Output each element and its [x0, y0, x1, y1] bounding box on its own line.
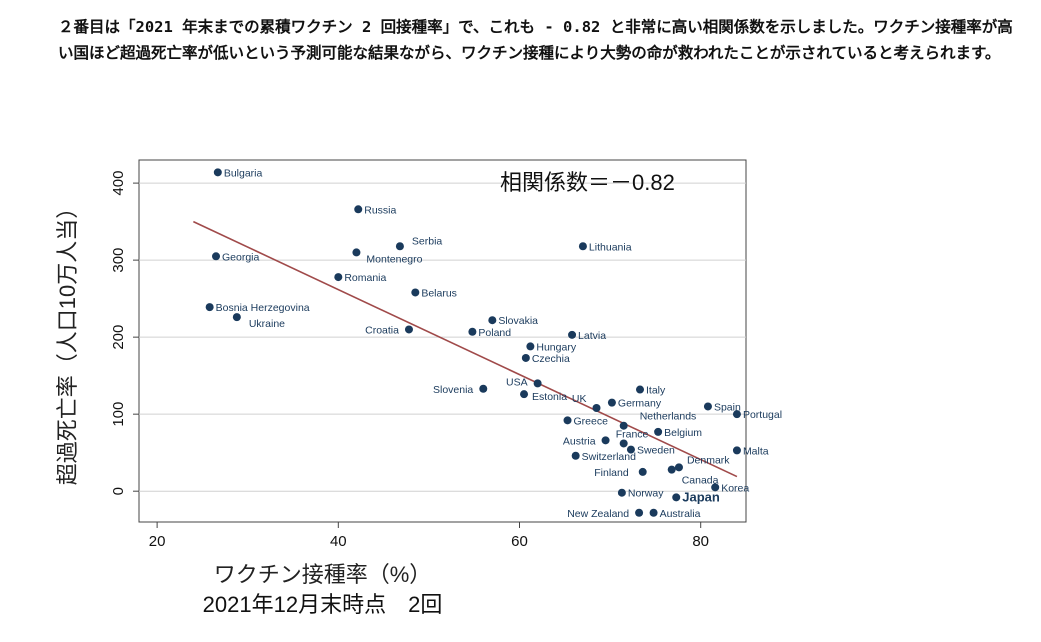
- data-point: [354, 205, 363, 214]
- x-tick-label: 80: [692, 533, 709, 550]
- data-point: [635, 508, 644, 517]
- data-point: [732, 446, 741, 455]
- point-label: Czechia: [532, 353, 570, 365]
- point-label: Bosnia Herzegovina: [216, 302, 310, 314]
- y-tick-label: 300: [110, 248, 127, 273]
- point-label: New Zealand: [567, 508, 629, 520]
- data-point: [468, 327, 477, 336]
- data-point: [568, 330, 577, 339]
- data-point: [607, 398, 616, 407]
- x-tick-label: 40: [330, 533, 347, 550]
- point-label: Montenegro: [366, 253, 422, 265]
- data-point: [571, 451, 580, 460]
- point-label: Ukraine: [249, 318, 285, 330]
- point-label: Japan: [682, 489, 720, 504]
- x-axis-subtitle: 2021年12月末時点 2回: [203, 592, 443, 617]
- data-point: [703, 402, 712, 411]
- y-tick-label: 400: [110, 171, 127, 196]
- data-point: [213, 168, 222, 177]
- y-tick-label: 100: [110, 402, 127, 427]
- point-label: Italy: [646, 385, 666, 397]
- point-label: Switzerland: [582, 451, 636, 463]
- data-point: [488, 316, 497, 325]
- x-tick-label: 60: [511, 533, 528, 550]
- data-point: [674, 463, 683, 472]
- point-label: Estonia: [532, 391, 567, 403]
- point-label: Georgia: [222, 251, 260, 263]
- data-point: [526, 342, 535, 351]
- point-label: Germany: [618, 398, 662, 410]
- point-label: Denmark: [687, 454, 730, 466]
- correlation-annotation: 相関係数＝－0.82: [500, 170, 675, 195]
- data-point: [592, 404, 601, 413]
- y-tick-label: 0: [110, 487, 127, 495]
- y-tick-label: 200: [110, 325, 127, 350]
- data-point: [711, 483, 720, 492]
- data-point: [649, 508, 658, 517]
- data-point: [638, 467, 647, 476]
- point-label: USA: [506, 376, 528, 388]
- data-point: [626, 445, 635, 454]
- paragraph-text: ２番目は「2021 年末までの累積ワクチン 2 回接種率」で、これも - 0.8…: [58, 18, 1013, 62]
- point-label: Portugal: [743, 409, 782, 421]
- data-point: [654, 427, 663, 436]
- point-label: Bulgaria: [224, 167, 263, 179]
- point-label: Greece: [574, 415, 609, 427]
- data-point: [619, 421, 628, 430]
- data-point: [619, 439, 628, 448]
- data-point: [563, 416, 572, 425]
- data-point: [521, 353, 530, 362]
- data-point: [672, 493, 681, 502]
- x-axis-title: ワクチン接種率（%）: [214, 562, 432, 587]
- point-label: Lithuania: [589, 241, 632, 253]
- point-label: Korea: [721, 482, 749, 494]
- data-point: [232, 313, 241, 322]
- description-paragraph: ２番目は「2021 年末までの累積ワクチン 2 回接種率」で、これも - 0.8…: [58, 14, 1028, 66]
- data-point: [334, 273, 343, 282]
- point-label: Sweden: [637, 445, 675, 457]
- point-label: Hungary: [536, 341, 576, 353]
- point-label: Netherlands: [640, 411, 697, 423]
- point-label: Russia: [364, 204, 396, 216]
- point-label: Canada: [682, 475, 719, 487]
- point-label: Norway: [628, 488, 664, 500]
- data-point: [205, 303, 214, 312]
- point-label: Romania: [344, 272, 386, 284]
- point-label: UK: [572, 393, 587, 405]
- data-point: [411, 288, 420, 297]
- data-point: [601, 436, 610, 445]
- point-label: Poland: [478, 327, 511, 339]
- point-label: Latvia: [578, 330, 606, 342]
- data-point: [732, 410, 741, 419]
- data-point: [395, 242, 404, 251]
- point-label: Malta: [743, 445, 769, 457]
- trend-line: [193, 220, 738, 478]
- plot-frame: [138, 159, 747, 523]
- data-point: [636, 385, 645, 394]
- data-point: [667, 465, 676, 474]
- point-label: Belgium: [664, 427, 702, 439]
- y-axis-title: 超過死亡率（人口10万人当）: [55, 197, 80, 485]
- x-tick-label: 20: [149, 533, 166, 550]
- data-point: [479, 384, 488, 393]
- point-label: Australia: [660, 508, 701, 520]
- point-label: Finland: [594, 467, 629, 479]
- data-point: [404, 325, 413, 334]
- data-point: [617, 488, 626, 497]
- point-label: Spain: [714, 401, 741, 413]
- data-point: [352, 248, 361, 257]
- point-label: Austria: [563, 435, 596, 447]
- point-label: France: [616, 428, 649, 440]
- point-label: Serbia: [412, 235, 443, 247]
- point-label: Slovenia: [433, 384, 473, 396]
- point-label: Slovakia: [498, 315, 538, 327]
- data-point: [520, 390, 529, 399]
- scatter-chart: 0 100 200 300 400 20 40 60 80 Bulgaria Russia Serbi…: [55, 159, 782, 617]
- data-point: [533, 379, 542, 388]
- point-label: Croatia: [365, 324, 399, 336]
- point-label: Belarus: [421, 287, 457, 299]
- data-point: [578, 242, 587, 251]
- data-point: [212, 252, 221, 261]
